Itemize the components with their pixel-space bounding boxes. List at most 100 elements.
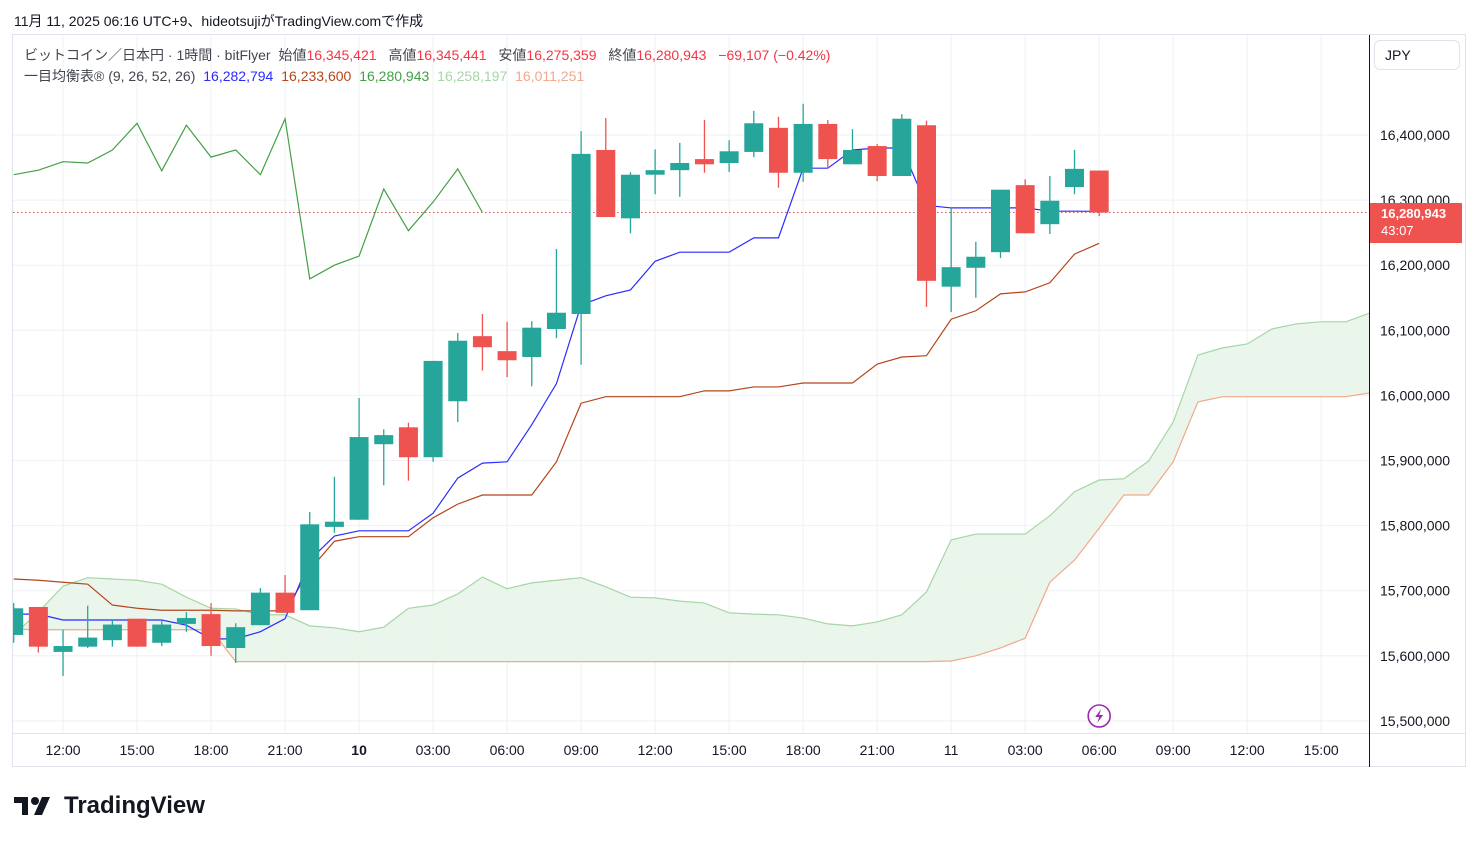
y-tick-label: 15,800,000: [1380, 518, 1450, 534]
legend-ichimoku-row: 一目均衡表® (9, 26, 52, 26) 16,282,794 16,233…: [24, 66, 834, 87]
close-label: 終値: [608, 47, 637, 63]
y-tick-label: 15,700,000: [1380, 583, 1450, 599]
x-tick-label: 18:00: [786, 742, 821, 758]
tenkan-sen-line: [13, 147, 1100, 640]
candle-body: [349, 437, 369, 520]
y-tick-label: 16,200,000: [1380, 257, 1450, 273]
candle-body: [472, 336, 492, 348]
x-tick-label: 06:00: [490, 742, 525, 758]
x-tick-label: 11: [944, 742, 959, 758]
open-label: 始値: [278, 47, 307, 63]
kijun-value: 16,233,600: [281, 68, 352, 84]
candle-body: [916, 125, 936, 281]
indicator-title[interactable]: 一目均衡表® (9, 26, 52, 26): [24, 68, 196, 84]
bar-countdown: 43:07: [1381, 223, 1414, 238]
x-tick-label: 15:00: [1304, 742, 1339, 758]
candle-body: [1089, 170, 1109, 213]
x-tick-label: 12:00: [1230, 742, 1265, 758]
ichimoku-cloud: [13, 313, 1369, 662]
last-price-value: 16,280,943: [1381, 206, 1447, 221]
y-tick-label: 15,600,000: [1380, 648, 1450, 664]
candle-body: [744, 123, 764, 152]
x-tick-label: 21:00: [268, 742, 303, 758]
candle-body: [28, 606, 48, 647]
lightning-icon: [1095, 709, 1104, 723]
candle-body: [13, 608, 24, 635]
x-tick-label: 06:00: [1082, 742, 1117, 758]
candle-body: [448, 340, 468, 402]
x-tick-label: 09:00: [564, 742, 599, 758]
candle-body: [300, 524, 320, 611]
x-tick-label: 09:00: [1156, 742, 1191, 758]
tradingview-logo-icon: [14, 797, 50, 815]
x-tick-label: 03:00: [416, 742, 451, 758]
candle-body: [546, 312, 566, 329]
senkou-a-value: 16,258,197: [437, 68, 508, 84]
chikou-value: 16,280,943: [359, 68, 430, 84]
kijun-sen-line: [13, 242, 1100, 612]
candle-body: [966, 256, 986, 268]
y-tick-label: 16,400,000: [1380, 127, 1450, 143]
candle-body: [423, 360, 443, 458]
candle-body: [768, 127, 788, 173]
candle-body: [596, 149, 616, 218]
candle-body: [201, 614, 221, 647]
legend-ohlc-row: ビットコイン／日本円 · 1時間 · bitFlyer 始値16,345,421…: [24, 45, 834, 66]
candle-body: [127, 618, 147, 647]
candle-body: [102, 624, 122, 641]
senkou-span-b-line: [13, 392, 1369, 663]
candle-body: [719, 151, 739, 163]
candle-body: [670, 162, 690, 171]
candle-body: [1065, 168, 1085, 188]
candle-body: [374, 435, 394, 445]
candle-body: [78, 637, 98, 647]
y-tick-label: 16,100,000: [1380, 322, 1450, 338]
last-price-label: 16,280,943 43:07: [1370, 203, 1462, 243]
x-tick-label: 03:00: [1008, 742, 1043, 758]
chart-frame: [12, 34, 1466, 767]
candle-body: [176, 618, 196, 624]
candle-body: [250, 592, 270, 626]
close-value: 16,280,943: [636, 47, 707, 63]
open-value: 16,345,421: [306, 47, 377, 63]
candle-body: [497, 351, 517, 361]
change-value: −69,107 (−0.42%): [718, 47, 831, 63]
high-value: 16,345,441: [416, 47, 487, 63]
candle-body: [645, 170, 665, 175]
candle-body: [694, 159, 714, 165]
candle-body: [941, 267, 961, 287]
x-tick-label: 21:00: [860, 742, 895, 758]
candle-body: [620, 174, 640, 219]
candle-body: [793, 123, 813, 173]
candle-body: [571, 153, 591, 315]
y-tick-label: 16,000,000: [1380, 387, 1450, 403]
candle-body: [892, 118, 912, 177]
candle-body: [53, 646, 73, 652]
candle-body: [324, 521, 344, 527]
x-tick-label: 12:00: [46, 742, 81, 758]
senkou-span-a-line: [13, 312, 1369, 636]
candle-body: [152, 624, 172, 643]
candle-body: [1015, 185, 1035, 234]
legend: ビットコイン／日本円 · 1時間 · bitFlyer 始値16,345,421…: [24, 45, 834, 87]
high-label: 高値: [388, 47, 417, 63]
x-tick-label: 18:00: [194, 742, 229, 758]
low-value: 16,275,359: [526, 47, 597, 63]
x-tick-label: 15:00: [120, 742, 155, 758]
candle-body: [398, 427, 418, 458]
candle-body: [275, 592, 295, 613]
chikou-span-line: [13, 116, 483, 280]
tradingview-logo[interactable]: TradingView: [14, 792, 205, 820]
currency-button[interactable]: JPY: [1374, 40, 1460, 70]
candle-body: [1040, 200, 1060, 225]
low-label: 安値: [498, 47, 527, 63]
y-tick-label: 15,900,000: [1380, 453, 1450, 469]
symbol-title[interactable]: ビットコイン／日本円 · 1時間 · bitFlyer: [24, 47, 271, 63]
x-tick-label: 15:00: [712, 742, 747, 758]
candle-body: [867, 146, 887, 177]
senkou-b-value: 16,011,251: [515, 68, 585, 84]
x-tick-label: 10: [351, 742, 367, 758]
candle-body: [522, 327, 542, 357]
logo-text: TradingView: [64, 792, 205, 819]
